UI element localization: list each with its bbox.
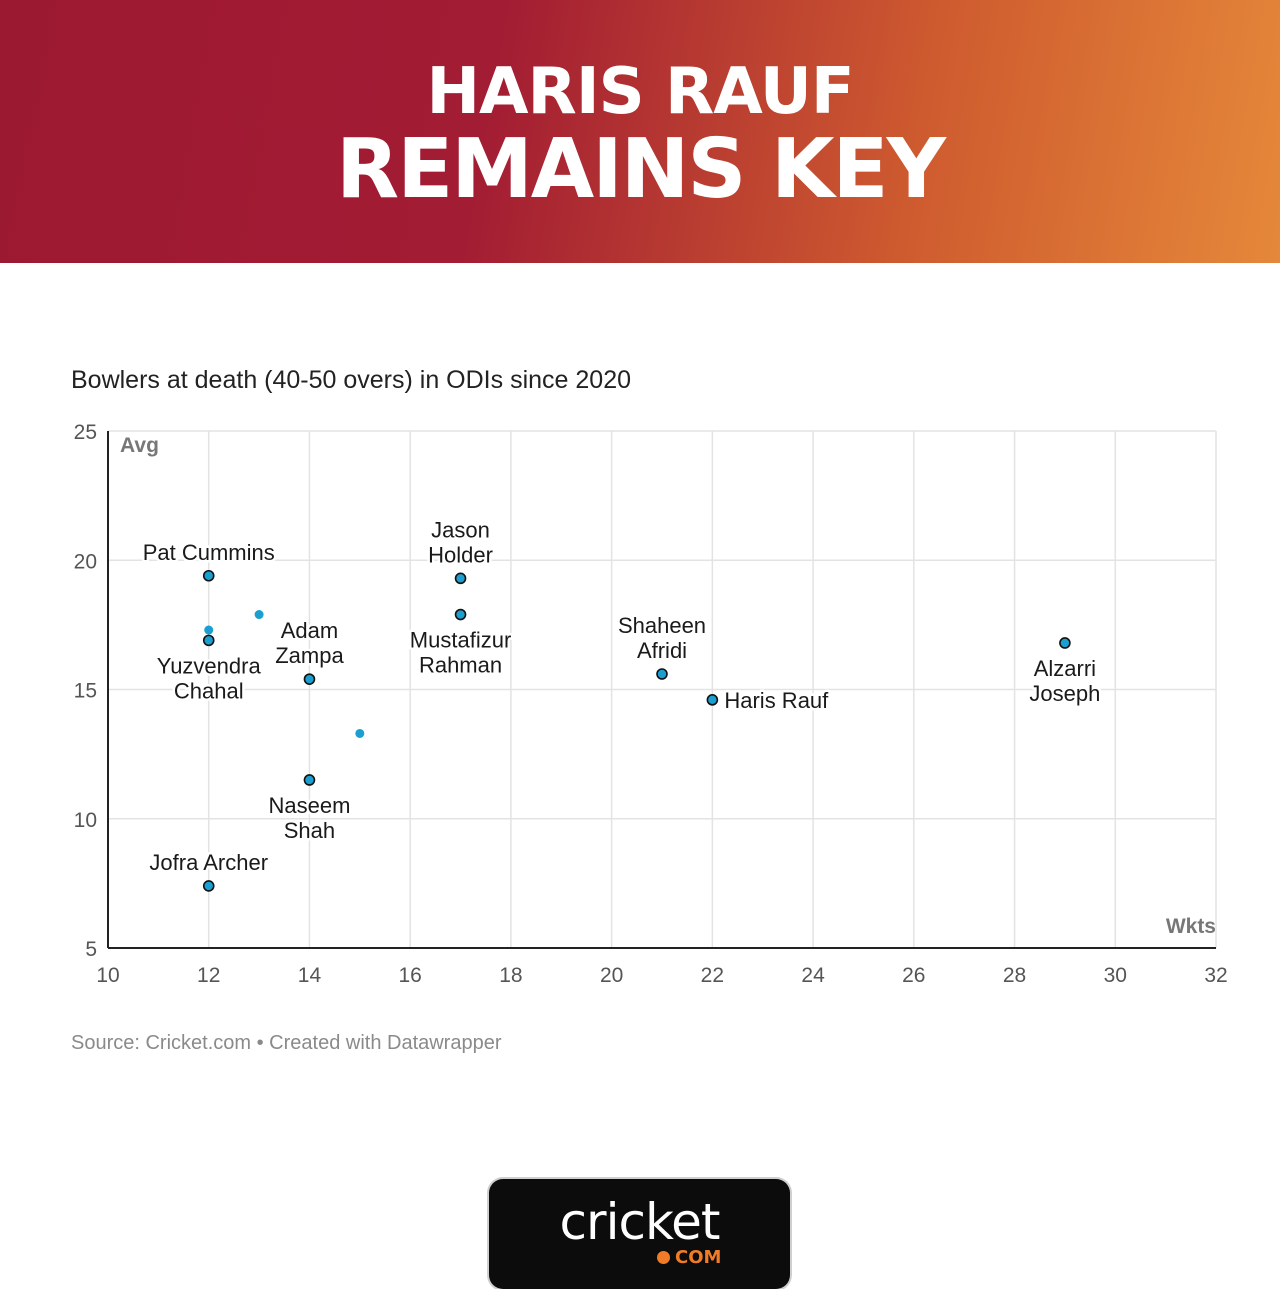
point-label: Shaheen bbox=[618, 613, 706, 638]
cricket-com-logo: cricket COM bbox=[489, 1179, 790, 1289]
point-label: Adam bbox=[281, 618, 338, 643]
data-point bbox=[656, 668, 668, 680]
data-point bbox=[303, 673, 316, 685]
point-label: Holder bbox=[428, 542, 493, 567]
point-label: Alzarri bbox=[1034, 656, 1096, 681]
x-tick-label: 14 bbox=[298, 964, 322, 987]
point-label: Joseph bbox=[1029, 681, 1100, 706]
y-axis-title: Avg bbox=[120, 434, 159, 457]
x-tick-label: 26 bbox=[902, 964, 925, 987]
x-axis-title: Wkts bbox=[1166, 915, 1216, 938]
y-tick-label: 20 bbox=[74, 550, 97, 573]
headline-line-1: HARIS RAUF bbox=[426, 55, 854, 129]
y-tick-label: 15 bbox=[74, 680, 97, 703]
logo-dot-icon bbox=[657, 1251, 670, 1264]
y-tick-label: 25 bbox=[74, 421, 97, 444]
x-tick-label: 20 bbox=[600, 964, 623, 987]
point-label: Mustafizur bbox=[410, 628, 511, 653]
data-point bbox=[454, 572, 467, 585]
point-label: Chahal bbox=[174, 678, 244, 703]
x-tick-label: 12 bbox=[197, 964, 220, 987]
point-label: Haris Rauf bbox=[724, 688, 829, 713]
chart-title: Bowlers at death (40-50 overs) in ODIs s… bbox=[71, 366, 631, 394]
x-tick-label: 30 bbox=[1104, 964, 1127, 987]
point-label: Yuzvendra bbox=[157, 653, 262, 678]
y-tick-label: 5 bbox=[85, 938, 97, 961]
logo-suffix: COM bbox=[675, 1247, 722, 1268]
scatter-plot: 10 12 14 16 18 20 22 24 26 28 30 32 5 10 15 20 25 Avg Wkts… bbox=[74, 421, 1228, 987]
point-label: Jason bbox=[431, 517, 490, 542]
point-label: Afridi bbox=[637, 638, 687, 663]
data-point bbox=[202, 569, 215, 582]
data-point bbox=[706, 694, 719, 706]
x-tick-label: 18 bbox=[499, 964, 522, 987]
point-label: Zampa bbox=[275, 643, 344, 668]
data-point bbox=[303, 774, 316, 786]
header-banner: HARIS RAUF REMAINS KEY bbox=[0, 0, 1280, 263]
logo-wordmark: cricket bbox=[559, 1193, 721, 1251]
data-point bbox=[202, 634, 215, 647]
x-tick-label: 10 bbox=[96, 964, 119, 987]
point-label: Pat Cummins bbox=[143, 540, 275, 565]
data-point bbox=[254, 610, 264, 620]
point-label: Shah bbox=[284, 818, 335, 843]
y-tick-label: 10 bbox=[74, 809, 97, 832]
x-tick-label: 24 bbox=[801, 964, 825, 987]
headline-line-2: REMAINS KEY bbox=[336, 122, 946, 217]
x-tick-label: 16 bbox=[399, 964, 422, 987]
data-point bbox=[204, 625, 214, 635]
x-tick-label: 22 bbox=[701, 964, 724, 987]
point-label: Jofra Archer bbox=[149, 850, 268, 875]
data-point bbox=[355, 728, 365, 738]
point-label: Naseem bbox=[268, 793, 350, 818]
x-tick-label: 32 bbox=[1204, 964, 1227, 987]
data-point bbox=[454, 608, 467, 621]
x-tick-label: 28 bbox=[1003, 964, 1026, 987]
data-point bbox=[202, 880, 215, 892]
point-label: Rahman bbox=[419, 653, 502, 678]
source-note: Source: Cricket.com • Created with Dataw… bbox=[71, 1032, 502, 1054]
data-point bbox=[1059, 637, 1071, 649]
